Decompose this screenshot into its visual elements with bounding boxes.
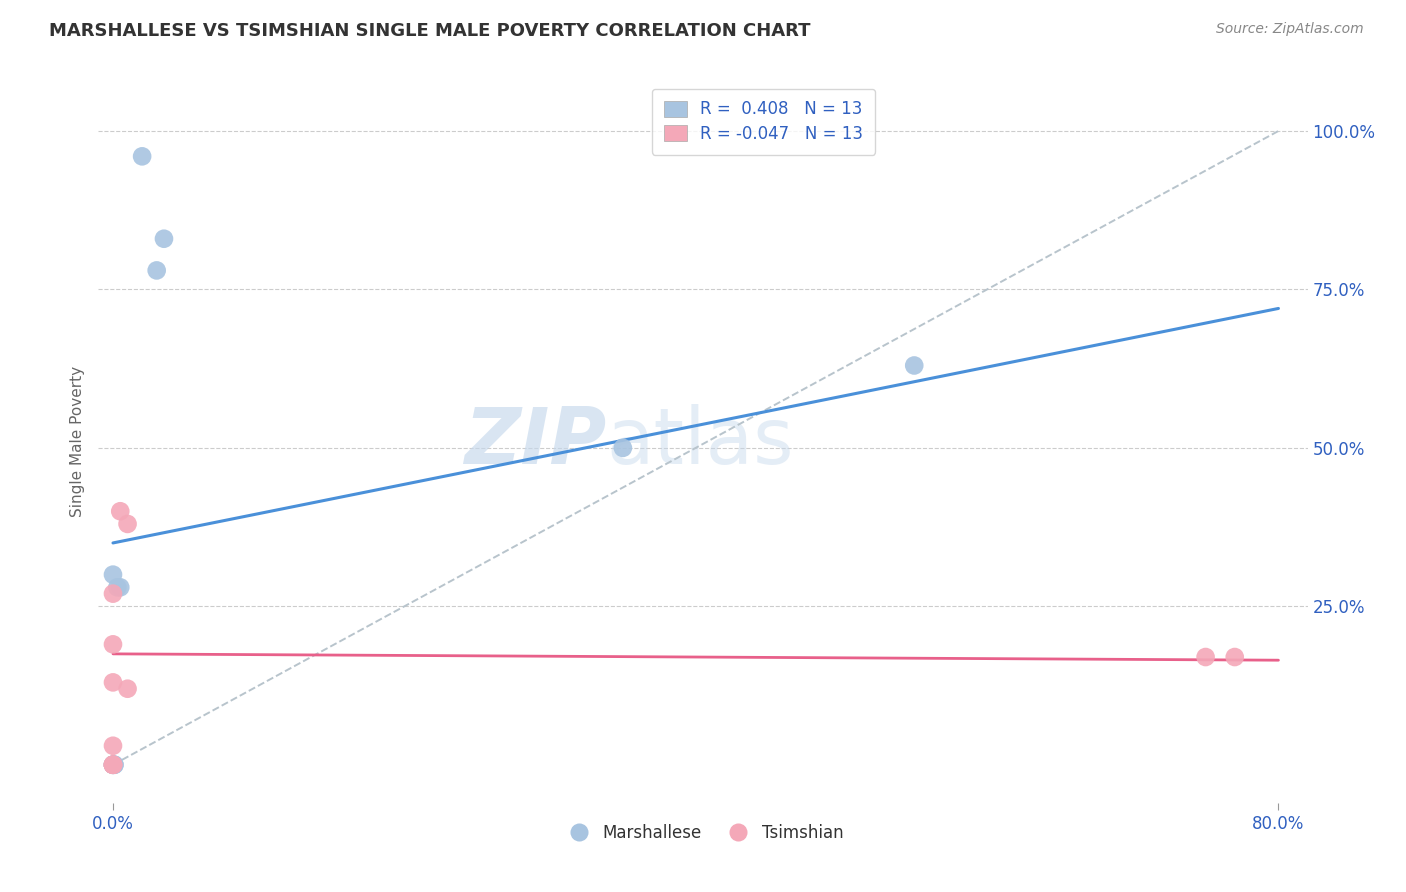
Point (103, 757, 125, 772)
Point (110, 504, 132, 518)
Point (153, 232, 176, 246)
Point (101, 739, 124, 753)
Point (145, 263, 167, 277)
Point (1223, 650, 1246, 665)
Point (101, 757, 124, 772)
Point (101, 757, 124, 772)
Point (131, 149, 153, 163)
Point (101, 675, 124, 690)
Point (101, 567, 124, 582)
Text: Source: ZipAtlas.com: Source: ZipAtlas.com (1216, 22, 1364, 37)
Point (903, 359, 925, 373)
Point (101, 587, 124, 601)
Point (110, 580, 132, 594)
Point (101, 757, 124, 772)
Legend: Marshallese, Tsimshian: Marshallese, Tsimshian (555, 817, 851, 848)
Point (103, 757, 125, 772)
Point (117, 516, 139, 531)
Point (101, 757, 124, 772)
Point (101, 757, 124, 772)
Point (101, 757, 124, 772)
Point (101, 757, 124, 772)
Point (1194, 650, 1216, 665)
Text: ZIP: ZIP (464, 403, 606, 480)
Point (117, 681, 139, 696)
Point (612, 441, 634, 455)
Y-axis label: Single Male Poverty: Single Male Poverty (70, 366, 86, 517)
Text: MARSHALLESE VS TSIMSHIAN SINGLE MALE POVERTY CORRELATION CHART: MARSHALLESE VS TSIMSHIAN SINGLE MALE POV… (49, 22, 811, 40)
Text: atlas: atlas (606, 403, 794, 480)
Point (101, 637, 124, 651)
Point (105, 580, 128, 594)
